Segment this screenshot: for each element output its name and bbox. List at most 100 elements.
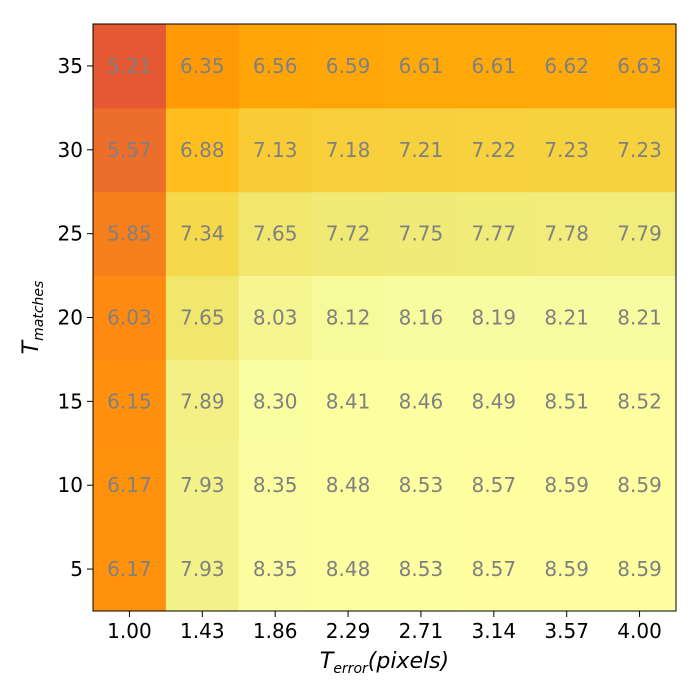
cell-value-label: 8.59 — [544, 557, 589, 581]
cell-value-label: 8.53 — [399, 473, 444, 497]
y-axis-label-sub: matches — [31, 281, 47, 341]
y-axis-label-main: T — [19, 339, 44, 354]
x-tick-label: 3.14 — [472, 619, 517, 643]
y-tick-label: 5 — [70, 557, 83, 581]
heatmap-cell — [457, 107, 531, 193]
heatmap-cell — [311, 275, 386, 360]
heatmap-cell — [457, 443, 531, 528]
x-axis-label-sub: error — [333, 661, 369, 677]
cell-value-label: 7.75 — [399, 222, 444, 246]
y-axis-ticks: 5 10 15 20 25 30 35 — [58, 54, 93, 581]
x-axis-label-suffix: (pixels) — [368, 649, 449, 674]
cell-value-label: 8.59 — [617, 473, 662, 497]
cell-value-label: 7.13 — [253, 138, 298, 162]
heatmap-cell — [384, 359, 458, 444]
heatmap-cell — [530, 527, 604, 612]
heatmap-cell — [603, 191, 677, 277]
heatmap-cell — [384, 527, 458, 612]
heatmap-cell — [603, 527, 677, 612]
heatmap-cell — [457, 359, 531, 444]
cell-value-label: 8.48 — [326, 557, 371, 581]
cell-value-label: 6.35 — [180, 54, 225, 78]
cell-value-label: 6.88 — [180, 138, 225, 162]
heatmap-cell — [165, 443, 240, 528]
heatmap-cell — [311, 191, 386, 277]
cell-value-label: 8.41 — [326, 389, 371, 413]
heatmap-cell — [384, 24, 458, 109]
cell-value-label: 7.22 — [472, 138, 517, 162]
cell-value-label: 8.21 — [544, 306, 589, 330]
heatmap-cell — [311, 359, 386, 444]
cell-value-label: 7.72 — [326, 222, 371, 246]
cell-value-label: 7.21 — [399, 138, 444, 162]
cell-value-label: 5.21 — [107, 54, 152, 78]
cell-value-label: 6.63 — [617, 54, 662, 78]
heatmap-cell — [530, 191, 604, 277]
heatmap-cells — [93, 24, 677, 612]
cell-value-label: 6.62 — [544, 54, 589, 78]
cell-value-label: 7.34 — [180, 222, 225, 246]
cell-value-label: 6.61 — [399, 54, 444, 78]
cell-value-label: 5.85 — [107, 222, 152, 246]
heatmap-cell — [238, 24, 313, 109]
heatmap-cell — [530, 107, 604, 193]
heatmap-cell — [93, 107, 167, 193]
cell-value-label: 7.89 — [180, 389, 225, 413]
heatmap-cell — [457, 24, 531, 109]
heatmap-cell — [457, 275, 531, 360]
heatmap-cell — [603, 24, 677, 109]
cell-value-label: 5.57 — [107, 138, 152, 162]
y-tick-label: 20 — [58, 306, 83, 330]
heatmap-cell-labels: 6.17 7.93 8.35 8.48 8.53 8.57 8.59 8.59 6.17 7.93… — [107, 54, 662, 581]
cell-value-label: 8.53 — [399, 557, 444, 581]
cell-value-label: 7.93 — [180, 473, 225, 497]
heatmap-cell — [165, 359, 240, 444]
heatmap-cell — [603, 275, 677, 360]
y-tick-label: 35 — [58, 54, 83, 78]
heatmap-cell — [93, 275, 167, 360]
heatmap-cell — [93, 443, 167, 528]
cell-value-label: 6.59 — [326, 54, 371, 78]
x-tick-label: 1.43 — [180, 619, 225, 643]
cell-value-label: 8.49 — [472, 389, 517, 413]
heatmap-cell — [238, 359, 313, 444]
cell-value-label: 6.56 — [253, 54, 298, 78]
cell-value-label: 6.15 — [107, 389, 152, 413]
cell-value-label: 7.23 — [617, 138, 662, 162]
heatmap-cell — [165, 24, 240, 109]
cell-value-label: 8.51 — [544, 389, 589, 413]
cell-value-label: 7.93 — [180, 557, 225, 581]
y-tick-label: 25 — [58, 222, 83, 246]
cell-value-label: 8.48 — [326, 473, 371, 497]
cell-value-label: 7.23 — [544, 138, 589, 162]
heatmap-cell — [311, 24, 386, 109]
cell-value-label: 8.59 — [617, 557, 662, 581]
heatmap-cell — [238, 443, 313, 528]
cell-value-label: 6.03 — [107, 306, 152, 330]
cell-value-label: 6.61 — [472, 54, 517, 78]
cell-value-label: 8.35 — [253, 473, 298, 497]
cell-value-label: 8.57 — [472, 473, 517, 497]
x-tick-label: 3.57 — [544, 619, 589, 643]
heatmap-cell — [457, 527, 531, 612]
heatmap-cell — [311, 527, 386, 612]
heatmap-cell — [165, 107, 240, 193]
heatmap-cell — [311, 443, 386, 528]
x-tick-label: 2.71 — [399, 619, 444, 643]
x-axis-ticks: 1.00 1.43 1.86 2.29 2.71 3.14 3.57 4.00 — [107, 611, 662, 643]
heatmap-cell — [165, 191, 240, 277]
x-axis-label-main: T — [320, 649, 335, 674]
heatmap-cell — [93, 527, 167, 612]
heatmap-cell — [384, 191, 458, 277]
y-tick-label: 30 — [58, 138, 83, 162]
cell-value-label: 7.65 — [253, 222, 298, 246]
cell-value-label: 8.59 — [544, 473, 589, 497]
heatmap-cell — [93, 191, 167, 277]
heatmap-cell — [457, 191, 531, 277]
heatmap-cell — [530, 275, 604, 360]
cell-value-label: 7.18 — [326, 138, 371, 162]
x-tick-label: 2.29 — [326, 619, 371, 643]
heatmap-cell — [93, 359, 167, 444]
cell-value-label: 6.17 — [107, 473, 152, 497]
heatmap-cell — [603, 443, 677, 528]
